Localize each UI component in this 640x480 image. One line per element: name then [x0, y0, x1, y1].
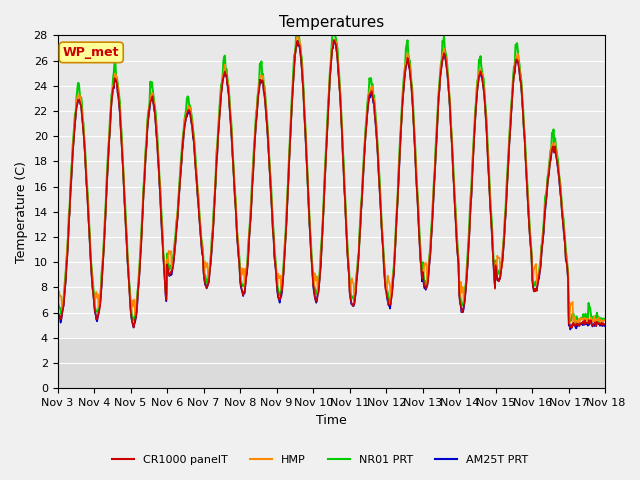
CR1000 panelT [175, 189, 183, 194]
NR01 PRT [54, 297, 61, 302]
NR01 PRT [572, 320, 579, 326]
Bar [58, 338, 605, 388]
NR01 PRT [398, 98, 406, 104]
HMP [204, 274, 212, 280]
NR01 PRT [601, 316, 609, 322]
NR01 PRT [63, 244, 71, 250]
HMP [293, 34, 301, 40]
AM25T PRT [54, 304, 61, 310]
CR1000 panelT [398, 105, 406, 111]
AM25T PRT [120, 182, 127, 188]
AM25T PRT [601, 323, 609, 329]
HMP [570, 321, 577, 327]
Line: CR1000 panelT: CR1000 panelT [58, 40, 605, 328]
CR1000 panelT [204, 281, 212, 287]
HMP [120, 174, 127, 180]
Line: NR01 PRT: NR01 PRT [58, 23, 605, 323]
AM25T PRT [204, 281, 212, 287]
AM25T PRT [175, 191, 183, 197]
Line: AM25T PRT: AM25T PRT [58, 41, 605, 329]
Line: HMP: HMP [58, 37, 605, 324]
Title: Temperatures: Temperatures [279, 15, 384, 30]
HMP [414, 209, 422, 215]
Text: WP_met: WP_met [63, 46, 120, 59]
CR1000 panelT [330, 37, 337, 43]
Legend: CR1000 panelT, HMP, NR01 PRT, AM25T PRT: CR1000 panelT, HMP, NR01 PRT, AM25T PRT [107, 451, 533, 469]
CR1000 panelT [601, 322, 609, 327]
HMP [54, 296, 61, 302]
NR01 PRT [331, 20, 339, 25]
X-axis label: Time: Time [316, 414, 347, 427]
CR1000 panelT [63, 252, 71, 258]
AM25T PRT [566, 326, 574, 332]
HMP [398, 101, 406, 107]
CR1000 panelT [54, 300, 61, 306]
HMP [175, 188, 183, 193]
CR1000 panelT [414, 212, 422, 218]
NR01 PRT [414, 201, 422, 207]
NR01 PRT [120, 177, 127, 182]
AM25T PRT [294, 38, 302, 44]
CR1000 panelT [568, 325, 575, 331]
HMP [601, 318, 609, 324]
NR01 PRT [204, 278, 212, 284]
HMP [63, 242, 71, 248]
AM25T PRT [63, 251, 71, 256]
Y-axis label: Temperature (C): Temperature (C) [15, 161, 28, 263]
NR01 PRT [175, 184, 183, 190]
AM25T PRT [398, 105, 406, 111]
CR1000 panelT [120, 181, 127, 187]
AM25T PRT [414, 212, 422, 217]
